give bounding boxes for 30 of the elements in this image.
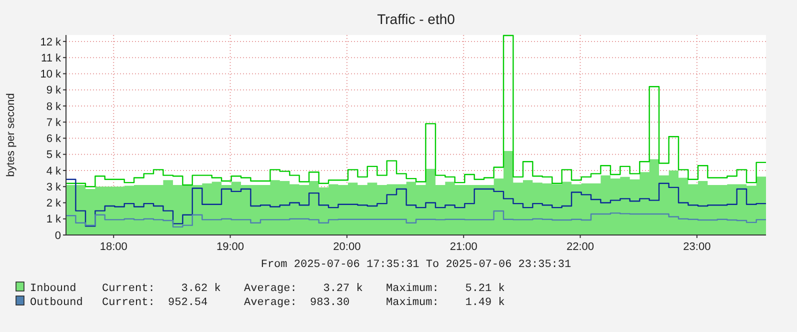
- y-axis-title: bytes per second: [5, 93, 17, 177]
- y-tick-label: 10 k: [40, 68, 62, 81]
- y-tick-label: 4 k: [46, 165, 62, 178]
- y-tick-label: 5 k: [46, 149, 62, 162]
- y-tick-label: 12 k: [40, 36, 62, 48]
- legend-label: Outbound: [30, 296, 83, 309]
- text: From 2025-07-06 17:35:31 To 2025-07-06 23:35:31: [260, 259, 572, 271]
- y-tick-label: 6 k: [46, 133, 62, 146]
- x-tick-label: 19:00: [216, 241, 244, 253]
- text: Maximum: 5.21 k: [386, 282, 506, 295]
- x-tick-label: 18:00: [100, 241, 128, 253]
- y-tick-label: 9 k: [46, 84, 62, 97]
- x-tick-label: 22:00: [566, 241, 594, 253]
- chart-title: Traffic - eth0: [377, 11, 456, 27]
- y-tick-label: 1 k: [46, 214, 62, 226]
- x-tick-label: 23:00: [683, 241, 711, 253]
- y-tick-label: 3 k: [46, 181, 62, 194]
- legend-label: Inbound: [30, 282, 76, 295]
- y-tick-label: 2 k: [46, 198, 62, 210]
- y-tick-label: 8 k: [46, 100, 62, 113]
- y-tick-label: 0: [54, 230, 61, 242]
- text: Current: 952.54: [102, 296, 208, 309]
- text: Maximum: 1.49 k: [386, 296, 506, 309]
- text: Average: 983.30: [244, 296, 350, 309]
- x-tick-label: 21:00: [450, 241, 478, 253]
- y-tick-label: 11 k: [41, 52, 62, 64]
- text: Current: 3.62 k: [102, 282, 222, 295]
- text: Average: 3.27 k: [244, 282, 364, 295]
- y-tick-label: 7 k: [46, 116, 62, 129]
- x-tick-label: 20:00: [333, 241, 361, 253]
